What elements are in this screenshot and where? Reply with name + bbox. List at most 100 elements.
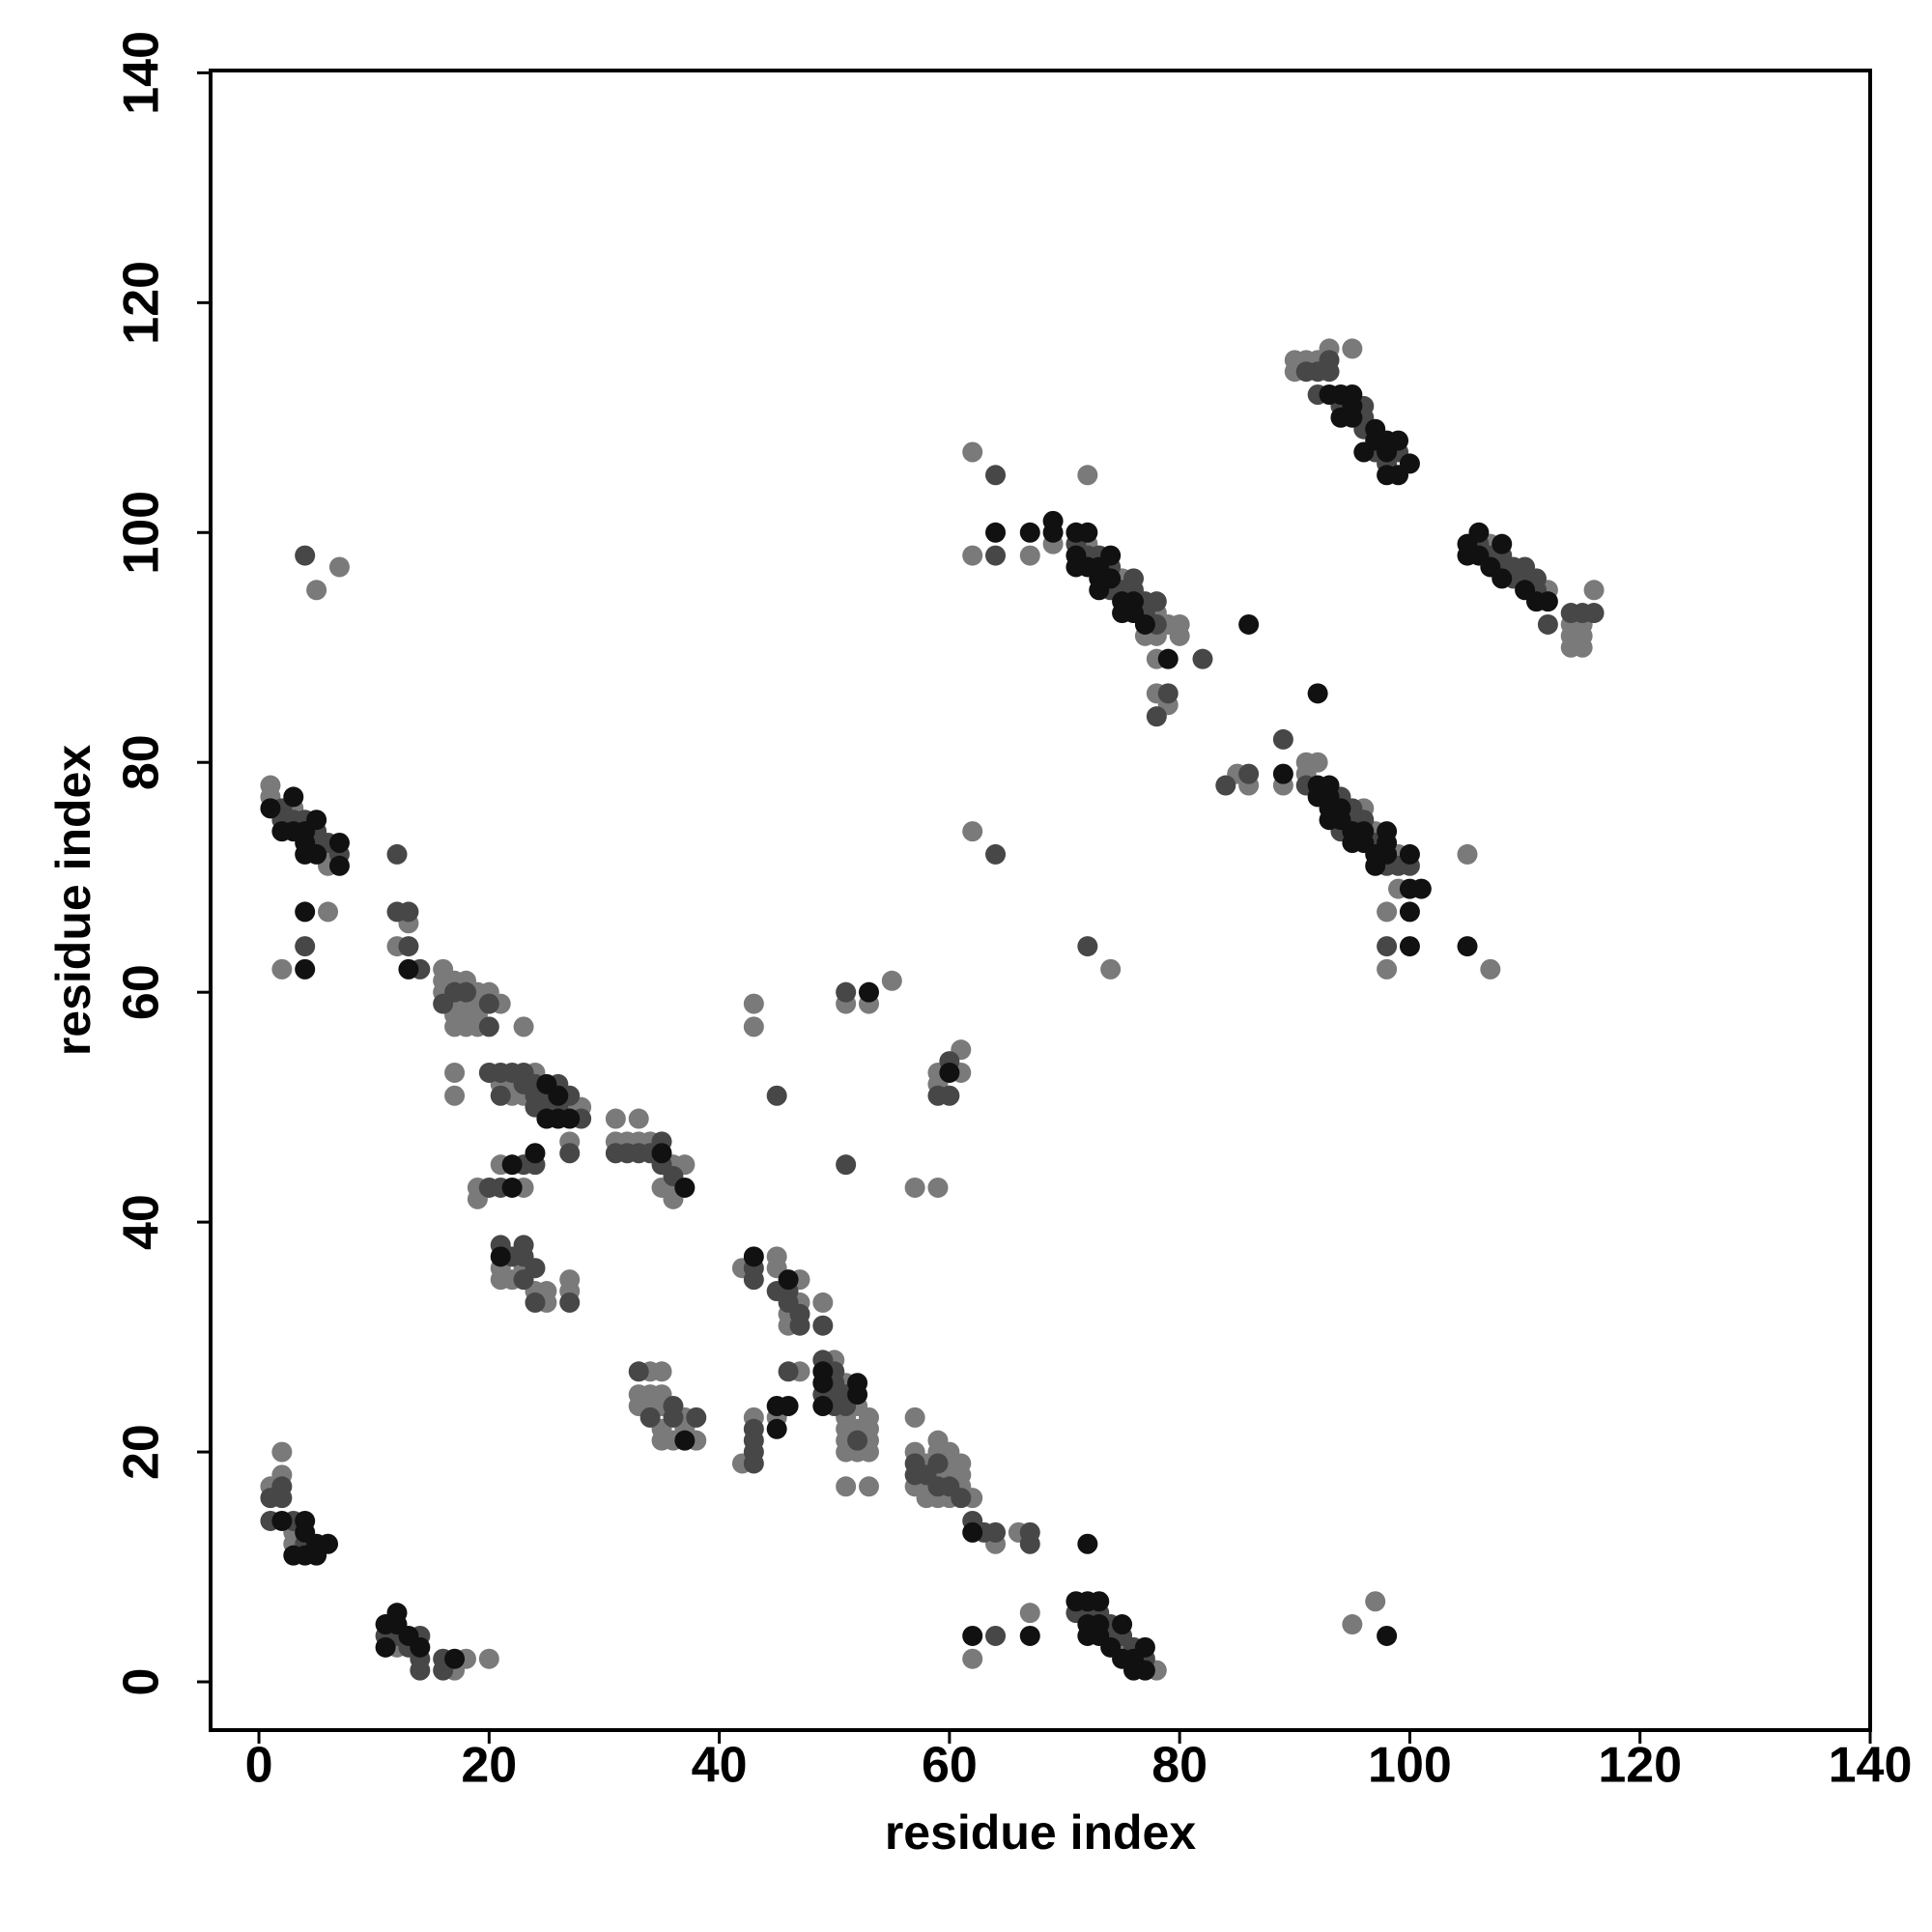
point <box>1492 568 1513 589</box>
point <box>778 1361 799 1382</box>
point <box>1157 683 1179 704</box>
point <box>985 1521 1007 1543</box>
point <box>951 1488 972 1509</box>
point <box>1100 545 1122 566</box>
point <box>478 1016 499 1037</box>
point <box>1238 763 1260 784</box>
point <box>328 855 350 876</box>
point <box>1583 603 1605 624</box>
point <box>410 1636 431 1658</box>
y-tick-label: 100 <box>114 491 170 575</box>
point <box>501 1177 523 1198</box>
point <box>1157 648 1179 669</box>
point <box>559 1108 581 1129</box>
point <box>1342 338 1363 359</box>
plot-frame <box>209 69 1872 1732</box>
point <box>1077 522 1098 543</box>
point <box>1089 1591 1110 1612</box>
point <box>444 1085 466 1106</box>
point <box>962 821 983 842</box>
point <box>847 1430 868 1451</box>
point <box>962 1625 983 1646</box>
x-tick-label: 100 <box>1368 1738 1452 1794</box>
point <box>962 1521 983 1543</box>
point <box>410 1660 431 1681</box>
point <box>1146 591 1167 612</box>
point <box>295 936 316 957</box>
point <box>651 1143 672 1164</box>
point <box>1377 901 1398 923</box>
point <box>1537 591 1558 612</box>
point <box>1019 1603 1040 1624</box>
point <box>1019 1533 1040 1554</box>
point <box>548 1085 569 1106</box>
point <box>328 556 350 578</box>
y-tick-label: 60 <box>114 964 170 1020</box>
point <box>1377 958 1398 980</box>
point <box>743 1016 764 1037</box>
point <box>812 1395 834 1416</box>
point <box>1468 522 1490 543</box>
point <box>1572 637 1593 658</box>
point <box>444 1062 466 1083</box>
point <box>1307 752 1328 773</box>
point <box>766 1085 787 1106</box>
point <box>1100 568 1122 589</box>
point <box>490 1085 511 1106</box>
y-tick-label: 20 <box>114 1424 170 1480</box>
y-axis-title: residue index <box>46 745 100 1057</box>
point <box>812 1315 834 1336</box>
point <box>1399 453 1420 474</box>
x-tick-label: 80 <box>1151 1738 1208 1794</box>
x-tick-label: 120 <box>1598 1738 1682 1794</box>
point <box>478 993 499 1014</box>
point <box>836 1154 857 1176</box>
point <box>1377 843 1398 865</box>
point <box>1077 936 1098 957</box>
point <box>812 1373 834 1394</box>
point <box>674 1177 696 1198</box>
point <box>1377 1625 1398 1646</box>
point <box>639 1406 661 1428</box>
x-axis-title: residue index <box>885 1805 1197 1860</box>
point <box>1019 1625 1040 1646</box>
point <box>260 798 281 819</box>
y-tick-label: 140 <box>114 31 170 115</box>
point <box>962 1648 983 1669</box>
point <box>1134 1660 1155 1681</box>
point <box>455 981 476 1003</box>
point <box>398 901 419 923</box>
point <box>478 1648 499 1669</box>
point <box>306 580 327 601</box>
point <box>1019 545 1040 566</box>
point <box>1342 1614 1363 1635</box>
point <box>386 843 408 865</box>
point <box>663 1406 684 1428</box>
point <box>858 981 879 1003</box>
point <box>1146 706 1167 727</box>
point <box>985 545 1007 566</box>
point <box>985 522 1007 543</box>
point <box>513 1016 534 1037</box>
point <box>778 1395 799 1416</box>
point <box>271 958 293 980</box>
point <box>1537 613 1558 635</box>
point <box>743 1453 764 1474</box>
point <box>1457 843 1478 865</box>
point <box>1077 1533 1098 1554</box>
point <box>1112 1614 1133 1635</box>
point <box>1192 648 1213 669</box>
point <box>985 465 1007 486</box>
point <box>1272 728 1293 750</box>
point <box>1169 625 1190 646</box>
point <box>318 901 339 923</box>
point <box>1134 1636 1155 1658</box>
point <box>398 936 419 957</box>
point <box>490 1246 511 1267</box>
point <box>927 1453 949 1474</box>
point <box>375 1636 396 1658</box>
point <box>605 1108 626 1129</box>
point <box>1042 522 1064 543</box>
point <box>283 786 304 808</box>
